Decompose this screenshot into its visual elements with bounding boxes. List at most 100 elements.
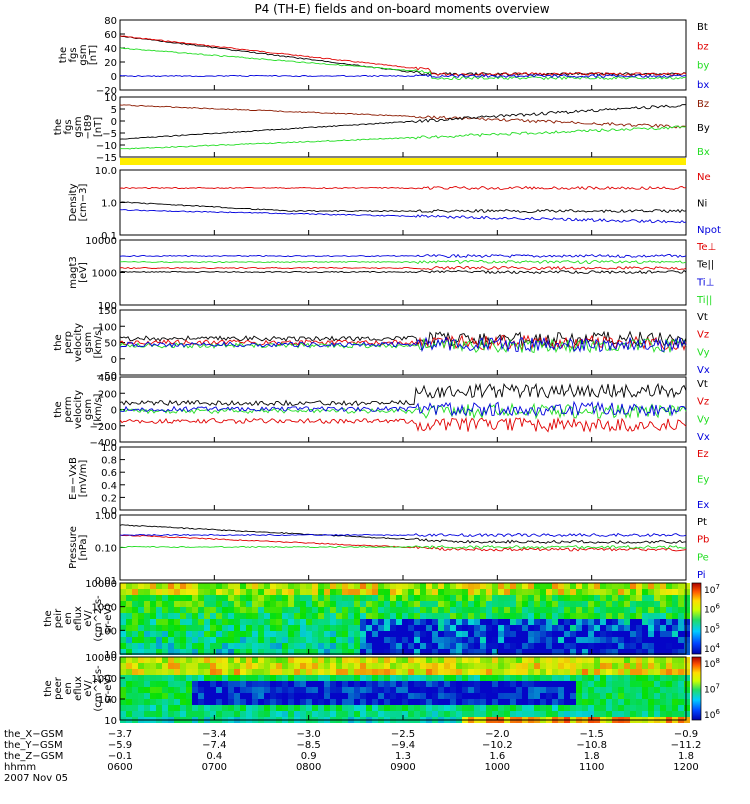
- heatmap-cell: [222, 631, 228, 637]
- heatmap-cell: [606, 613, 612, 619]
- heatmap-cell: [486, 637, 492, 643]
- heatmap-cell: [186, 619, 192, 625]
- heatmap-cell: [642, 681, 648, 687]
- heatmap-cell: [282, 595, 288, 601]
- heatmap-cell: [360, 663, 366, 669]
- heatmap-cell: [420, 601, 426, 607]
- heatmap-cell: [300, 657, 306, 663]
- y-axis-label: fgs: [63, 119, 74, 134]
- heatmap-cell: [684, 681, 690, 687]
- heatmap-cell: [402, 583, 408, 589]
- heatmap-cell: [528, 637, 534, 643]
- heatmap-cell: [240, 649, 246, 655]
- y-axis-label: the: [53, 334, 64, 350]
- heatmap-cell: [426, 643, 432, 649]
- heatmap-cell: [534, 675, 540, 681]
- heatmap-cell: [558, 657, 564, 663]
- heatmap-cell: [198, 693, 204, 699]
- heatmap-cell: [678, 643, 684, 649]
- heatmap-cell: [636, 675, 642, 681]
- heatmap-cell: [228, 699, 234, 705]
- y-tick-label: 0.1: [101, 231, 117, 242]
- heatmap-cell: [582, 589, 588, 595]
- heatmap-cell: [276, 589, 282, 595]
- heatmap-cell: [336, 663, 342, 669]
- heatmap-cell: [222, 583, 228, 589]
- heatmap-cell: [432, 669, 438, 675]
- heatmap-cell: [366, 601, 372, 607]
- heatmap-cell: [222, 681, 228, 687]
- heatmap-cell: [456, 699, 462, 705]
- heatmap-cell: [348, 613, 354, 619]
- heatmap-cell: [144, 711, 150, 717]
- heatmap-cell: [660, 705, 666, 711]
- heatmap-cell: [360, 637, 366, 643]
- heatmap-cell: [606, 705, 612, 711]
- heatmap-cell: [384, 663, 390, 669]
- heatmap-cell: [444, 663, 450, 669]
- heatmap-cell: [210, 699, 216, 705]
- heatmap-cell: [378, 613, 384, 619]
- heatmap-cell: [684, 595, 690, 601]
- heatmap-cell: [678, 607, 684, 613]
- y-tick-label: 1000: [92, 674, 117, 685]
- heatmap-cell: [222, 699, 228, 705]
- heatmap-cell: [444, 705, 450, 711]
- x-tick-value: 0600: [107, 762, 132, 773]
- heatmap-cell: [168, 657, 174, 663]
- heatmap-cell: [330, 601, 336, 607]
- heatmap-cell: [534, 583, 540, 589]
- heatmap-cell: [234, 657, 240, 663]
- heatmap-cell: [330, 631, 336, 637]
- heatmap-cell: [588, 583, 594, 589]
- heatmap-cell: [402, 657, 408, 663]
- heatmap-cell: [684, 619, 690, 625]
- heatmap-cell: [522, 649, 528, 655]
- heatmap-cell: [222, 637, 228, 643]
- heatmap-cell: [426, 657, 432, 663]
- heatmap-cell: [684, 589, 690, 595]
- series-trace-black: [119, 524, 686, 544]
- heatmap-cell: [522, 589, 528, 595]
- heatmap-cell: [162, 643, 168, 649]
- heatmap-cell: [576, 643, 582, 649]
- heatmap-cell: [276, 595, 282, 601]
- heatmap-cell: [222, 669, 228, 675]
- heatmap-cell: [234, 687, 240, 693]
- heatmap-cell: [522, 631, 528, 637]
- heatmap-cell: [270, 601, 276, 607]
- heatmap-cell: [642, 631, 648, 637]
- series-trace-green: [119, 125, 686, 150]
- heatmap-cell: [564, 625, 570, 631]
- heatmap-cell: [390, 595, 396, 601]
- heatmap-cell: [360, 669, 366, 675]
- y-axis-label: E=−VxB: [68, 457, 79, 500]
- heatmap-cell: [378, 583, 384, 589]
- heatmap-cell: [180, 711, 186, 717]
- y-tick-label: 100: [98, 322, 117, 333]
- heatmap-cell: [402, 663, 408, 669]
- colorbar-tick-label: 107: [704, 583, 720, 596]
- heatmap-cell: [498, 649, 504, 655]
- heatmap-cell: [516, 637, 522, 643]
- heatmap-cell: [552, 663, 558, 669]
- heatmap-cell: [678, 663, 684, 669]
- heatmap-cell: [624, 583, 630, 589]
- heatmap-cell: [234, 601, 240, 607]
- heatmap-cell: [672, 631, 678, 637]
- heatmap-cell: [600, 699, 606, 705]
- heatmap-cell: [564, 649, 570, 655]
- heatmap-cell: [522, 583, 528, 589]
- heatmap-cell: [150, 595, 156, 601]
- heatmap-cell: [666, 675, 672, 681]
- heatmap-cell: [618, 699, 624, 705]
- heatmap-cell: [450, 613, 456, 619]
- heatmap-cell: [372, 699, 378, 705]
- heatmap-cell: [594, 699, 600, 705]
- heatmap-cell: [162, 699, 168, 705]
- heatmap-cell: [318, 619, 324, 625]
- heatmap-cell: [570, 705, 576, 711]
- heatmap-cell: [354, 681, 360, 687]
- heatmap-cell: [174, 669, 180, 675]
- heatmap-cell: [648, 657, 654, 663]
